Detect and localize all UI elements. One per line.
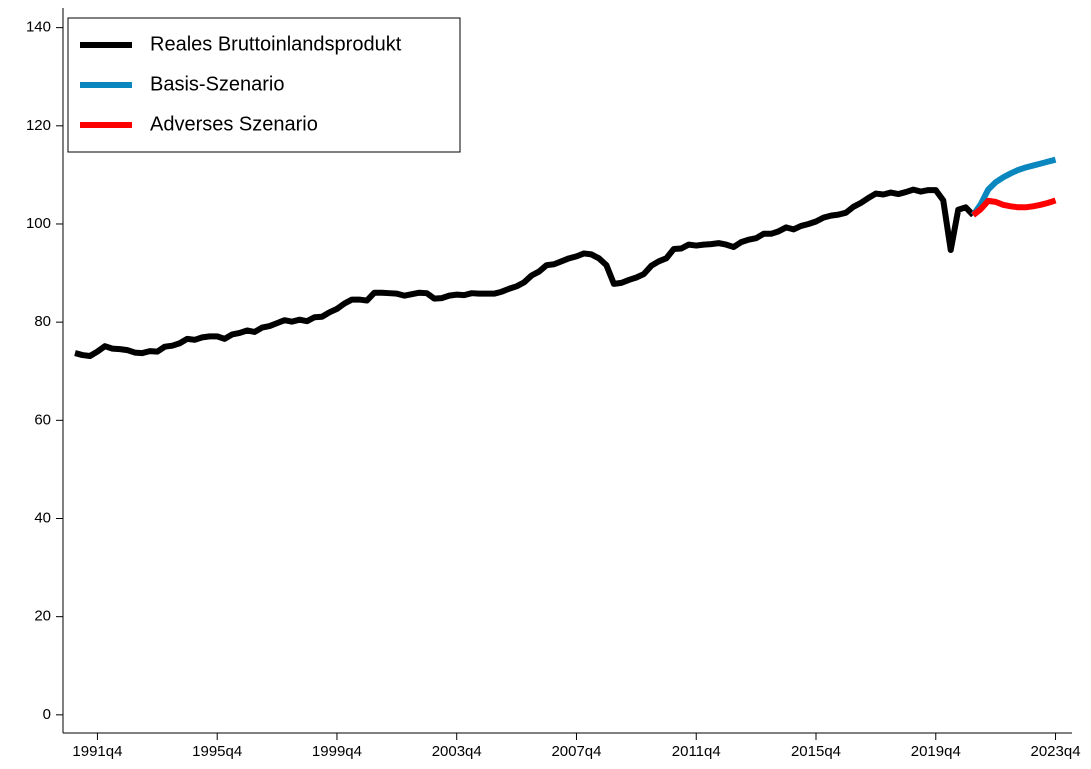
x-tick-label: 1995q4 — [192, 743, 242, 760]
y-tick-label: 100 — [26, 215, 51, 232]
y-tick-label: 80 — [34, 313, 51, 330]
series-line — [74, 186, 976, 360]
x-tick-label: 2011q4 — [672, 743, 721, 760]
x-tick-label: 2007q4 — [551, 743, 601, 760]
legend-label: Basis-Szenario — [150, 73, 285, 95]
series-line — [970, 156, 1057, 217]
x-tick-label: 2023q4 — [1031, 743, 1081, 760]
x-tick-label: 2015q4 — [791, 743, 841, 760]
y-tick-label: 40 — [34, 509, 51, 526]
legend-box — [67, 17, 461, 153]
y-tick-label: 60 — [34, 411, 51, 428]
x-tick-label: 2003q4 — [432, 743, 482, 760]
y-tick-label: 120 — [26, 117, 51, 134]
x-tick-label: 1991q4 — [72, 743, 122, 760]
y-tick-label: 20 — [34, 608, 51, 625]
legend-label: Adverses Szenario — [150, 113, 318, 135]
x-tick-label: 1999q4 — [312, 743, 362, 760]
y-tick-label: 0 — [43, 706, 51, 723]
legend-label: Reales Bruttoinlandsprodukt — [150, 33, 402, 55]
x-tick-label: 2019q4 — [911, 743, 961, 760]
legend: Reales Bruttoinlandsprodukt Basis-Szenari… — [67, 17, 461, 153]
plot-area — [74, 156, 1057, 360]
y-tick-label: 140 — [26, 19, 51, 36]
series-line — [971, 197, 1057, 218]
